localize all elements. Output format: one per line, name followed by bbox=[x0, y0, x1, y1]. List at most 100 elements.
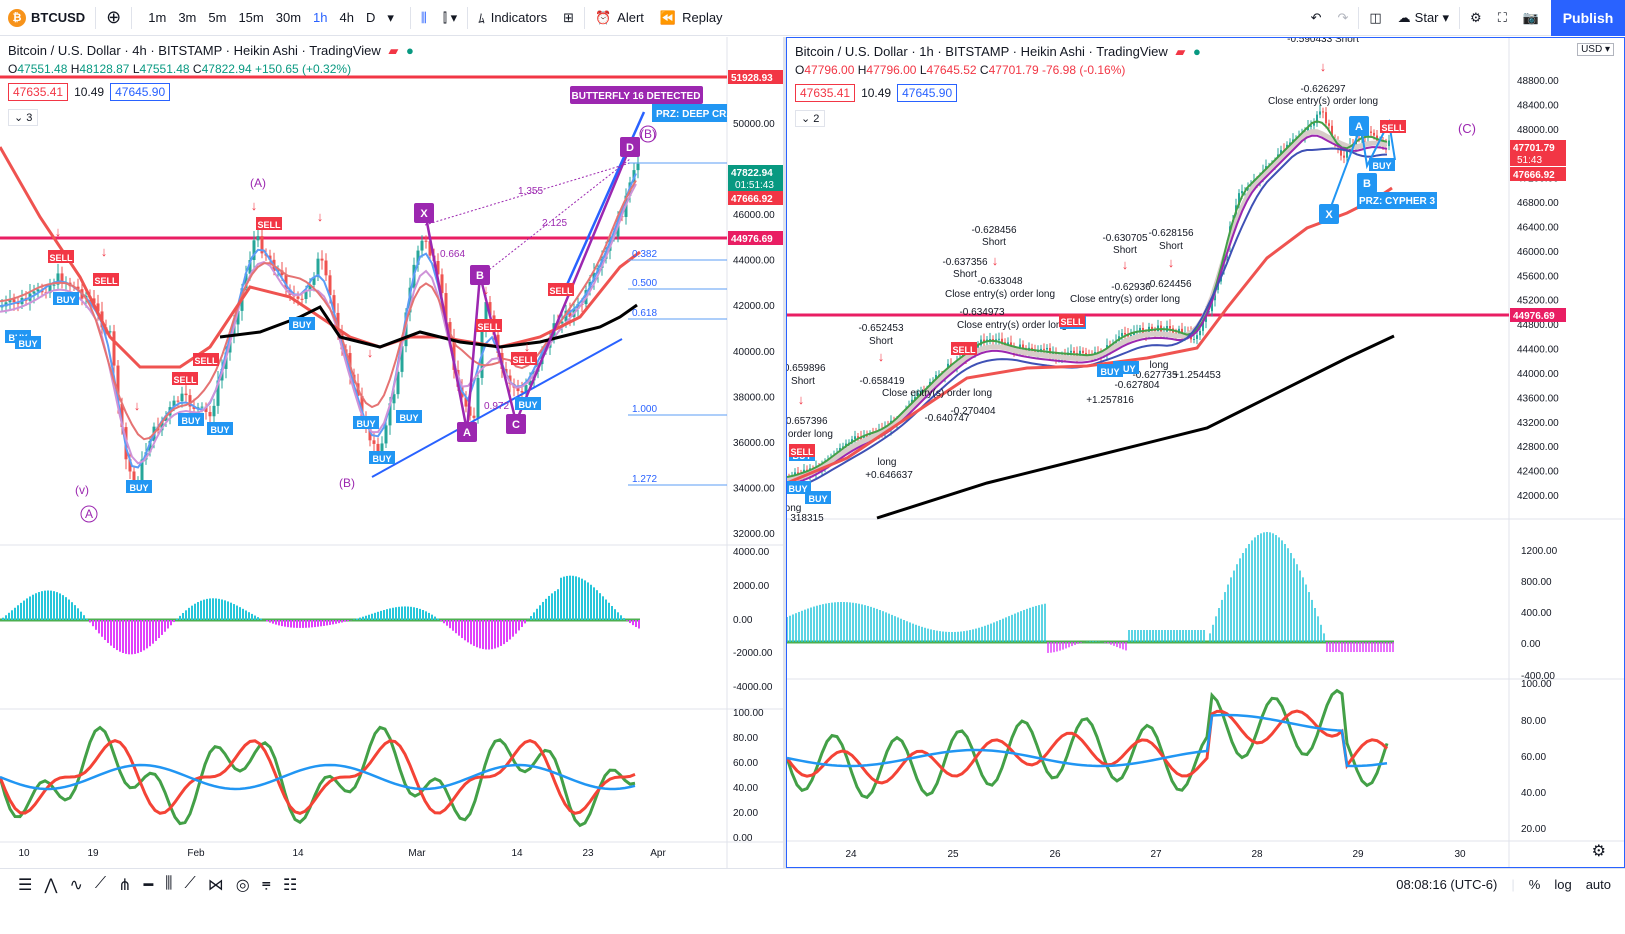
bid-price[interactable]: 47635.41 bbox=[8, 83, 69, 101]
menu-lines-icon[interactable]: ☰ bbox=[18, 877, 33, 894]
chart-settings-icon[interactable]: ⚙ bbox=[1591, 843, 1606, 860]
strategy-note: Close entry(s) order long bbox=[957, 320, 1067, 331]
price-tag-text: 51928.93 bbox=[731, 73, 773, 84]
strategy-note: -0.630705 bbox=[1102, 233, 1147, 244]
undo-icon[interactable]: ↶ bbox=[1310, 9, 1322, 25]
pattern-point-label: X bbox=[420, 208, 428, 220]
bid-price[interactable]: 47635.41 bbox=[795, 84, 856, 102]
horizontal-line-icon[interactable]: ━ bbox=[143, 877, 154, 894]
redo-icon[interactable]: ↷ bbox=[1337, 9, 1349, 25]
ma-violet bbox=[0, 183, 637, 465]
pattern-point-box bbox=[620, 137, 640, 157]
trend-pattern-icon[interactable]: ⋀ bbox=[44, 877, 58, 894]
timeframe-chevron-icon[interactable]: ▾ bbox=[387, 9, 394, 25]
price-axis-label: 42800.00 bbox=[1517, 442, 1559, 453]
symbol-label: BTCUSD bbox=[31, 10, 86, 25]
short-arrow-icon: ↓ bbox=[251, 198, 258, 213]
alert-button[interactable]: ⏰ Alert bbox=[587, 0, 652, 36]
ruler-icon[interactable]: ☷ bbox=[283, 877, 298, 894]
fullscreen-icon[interactable]: ⛶ bbox=[1497, 9, 1507, 25]
strategy-note: Short bbox=[953, 269, 977, 280]
candle-body bbox=[1151, 326, 1153, 330]
fib-level-label: 1.000 bbox=[632, 404, 657, 415]
top-toolbar: ₿ BTCUSD ⊕ 1m 3m 5m 15m 30m 1h 4h D ▾ ⫼ ⫿ ▾ ﾑ In… bbox=[0, 0, 1625, 36]
candle-type-icon[interactable]: ⫿ ▾ bbox=[442, 9, 458, 25]
timeframe-5m[interactable]: 5m bbox=[208, 10, 227, 25]
trendline-icon[interactable]: ⟋ bbox=[94, 875, 107, 892]
buy-marker bbox=[805, 491, 831, 504]
candle-body bbox=[328, 275, 332, 296]
strategy-note: 318315 bbox=[790, 513, 824, 524]
camera-icon[interactable]: 📷 bbox=[1522, 9, 1539, 25]
buy-marker-text: BUY bbox=[18, 339, 37, 349]
ask-price[interactable]: 47645.90 bbox=[897, 84, 958, 102]
wave-icon[interactable]: ∿ bbox=[69, 877, 83, 894]
compare-add-icon[interactable]: ⊕ bbox=[106, 7, 122, 27]
settings-gear-icon[interactable]: ⚙ bbox=[1470, 9, 1482, 25]
timeframe-30m[interactable]: 30m bbox=[275, 10, 302, 25]
left-chart-panel[interactable]: 50000.0048000.0046000.0044000.0042000.00… bbox=[0, 37, 783, 868]
price-tag bbox=[1510, 167, 1566, 181]
timeframe-1h[interactable]: 1h bbox=[313, 10, 328, 25]
replay-button[interactable]: ⏪ Replay bbox=[652, 0, 731, 36]
candle-body bbox=[112, 331, 116, 366]
candle-body bbox=[392, 394, 396, 404]
gann-icon[interactable]: ◎ bbox=[235, 877, 250, 894]
chart-divider[interactable] bbox=[783, 37, 786, 868]
right-chart-panel[interactable]: 48800.0048400.0048000.0047600.0047200.00… bbox=[786, 37, 1625, 868]
stoch-axis-label: 0.00 bbox=[733, 833, 753, 844]
candle-body bbox=[520, 391, 524, 393]
replay-label: Replay bbox=[682, 10, 723, 25]
timeframe-D[interactable]: D bbox=[365, 10, 376, 25]
pitchfork-icon[interactable]: ⋔ bbox=[118, 877, 132, 894]
candle-body bbox=[384, 425, 388, 444]
candle-body bbox=[116, 365, 120, 404]
left-chart-canvas[interactable]: 50000.0048000.0046000.0044000.0042000.00… bbox=[0, 37, 783, 868]
indicator-collapse-toggle[interactable]: ⌄ 3 bbox=[8, 109, 39, 126]
timeframe-15m[interactable]: 15m bbox=[238, 10, 264, 25]
candle-body bbox=[400, 346, 404, 372]
layout-split-icon[interactable]: ◫ bbox=[1369, 9, 1382, 25]
buy-marker-text: BUY bbox=[181, 416, 200, 426]
ask-price[interactable]: 47645.90 bbox=[110, 83, 171, 101]
drawing-tools: ☰ ⋀ ∿ ⟋ ⋔ ━ ⫼ ⟋ ⋈ ◎ ⩦ ☷ bbox=[18, 875, 297, 895]
fib-icon[interactable]: ⫼ bbox=[165, 875, 173, 892]
divider bbox=[583, 6, 585, 29]
time-axis-label: 23 bbox=[582, 848, 594, 859]
indicators-button[interactable]: ﾑ Indicators bbox=[470, 0, 555, 36]
percent-toggle[interactable]: % bbox=[1528, 877, 1541, 892]
candle-body bbox=[204, 406, 208, 412]
timeframe-1m[interactable]: 1m bbox=[148, 10, 167, 25]
candle-body bbox=[464, 397, 468, 407]
red-flag-icon[interactable]: ▰ bbox=[388, 43, 399, 58]
sell-marker bbox=[48, 250, 74, 263]
right-title-text: Bitcoin / U.S. Dollar · 1h · BITSTAMP · … bbox=[795, 44, 1168, 59]
currency-selector[interactable]: USD ▾ bbox=[1577, 43, 1614, 56]
strategy-note: -0.627804 bbox=[1114, 380, 1159, 391]
candle-body bbox=[176, 400, 180, 402]
buy-marker bbox=[369, 451, 395, 464]
right-chart-canvas[interactable]: 48800.0048400.0048000.0047600.0047200.00… bbox=[787, 38, 1624, 867]
indicator-collapse-toggle[interactable]: ⌄ 2 bbox=[795, 110, 826, 127]
layout-menu[interactable]: ☁ Star ▾ bbox=[1390, 0, 1457, 36]
sell-marker-text: SELL bbox=[790, 447, 814, 457]
candle-body bbox=[92, 298, 96, 304]
auto-toggle[interactable]: auto bbox=[1585, 877, 1611, 892]
buy-marker-text: BUY bbox=[356, 419, 375, 429]
candle-body bbox=[1037, 350, 1039, 353]
log-toggle[interactable]: log bbox=[1554, 877, 1572, 892]
candle-body bbox=[1370, 131, 1372, 133]
measure-icon[interactable]: ⩦ bbox=[261, 875, 272, 892]
templates-icon[interactable]: ⊞ bbox=[563, 9, 574, 25]
symbol-search[interactable]: ₿ BTCUSD bbox=[0, 0, 93, 36]
publish-button[interactable]: Publish bbox=[1551, 0, 1625, 36]
xabcd-icon[interactable]: ⋈ bbox=[207, 877, 224, 894]
timeframe-4h[interactable]: 4h bbox=[339, 10, 354, 25]
candle-body bbox=[842, 446, 844, 448]
red-flag-icon[interactable]: ▰ bbox=[1175, 44, 1186, 59]
brush-icon[interactable]: ⟋ bbox=[184, 875, 196, 892]
timeframe-3m[interactable]: 3m bbox=[178, 10, 197, 25]
short-arrow-icon: ↓ bbox=[1320, 59, 1327, 74]
strategy-note: -0.62936 bbox=[1111, 282, 1151, 293]
bar-style-icon[interactable]: ⫼ bbox=[420, 9, 427, 25]
